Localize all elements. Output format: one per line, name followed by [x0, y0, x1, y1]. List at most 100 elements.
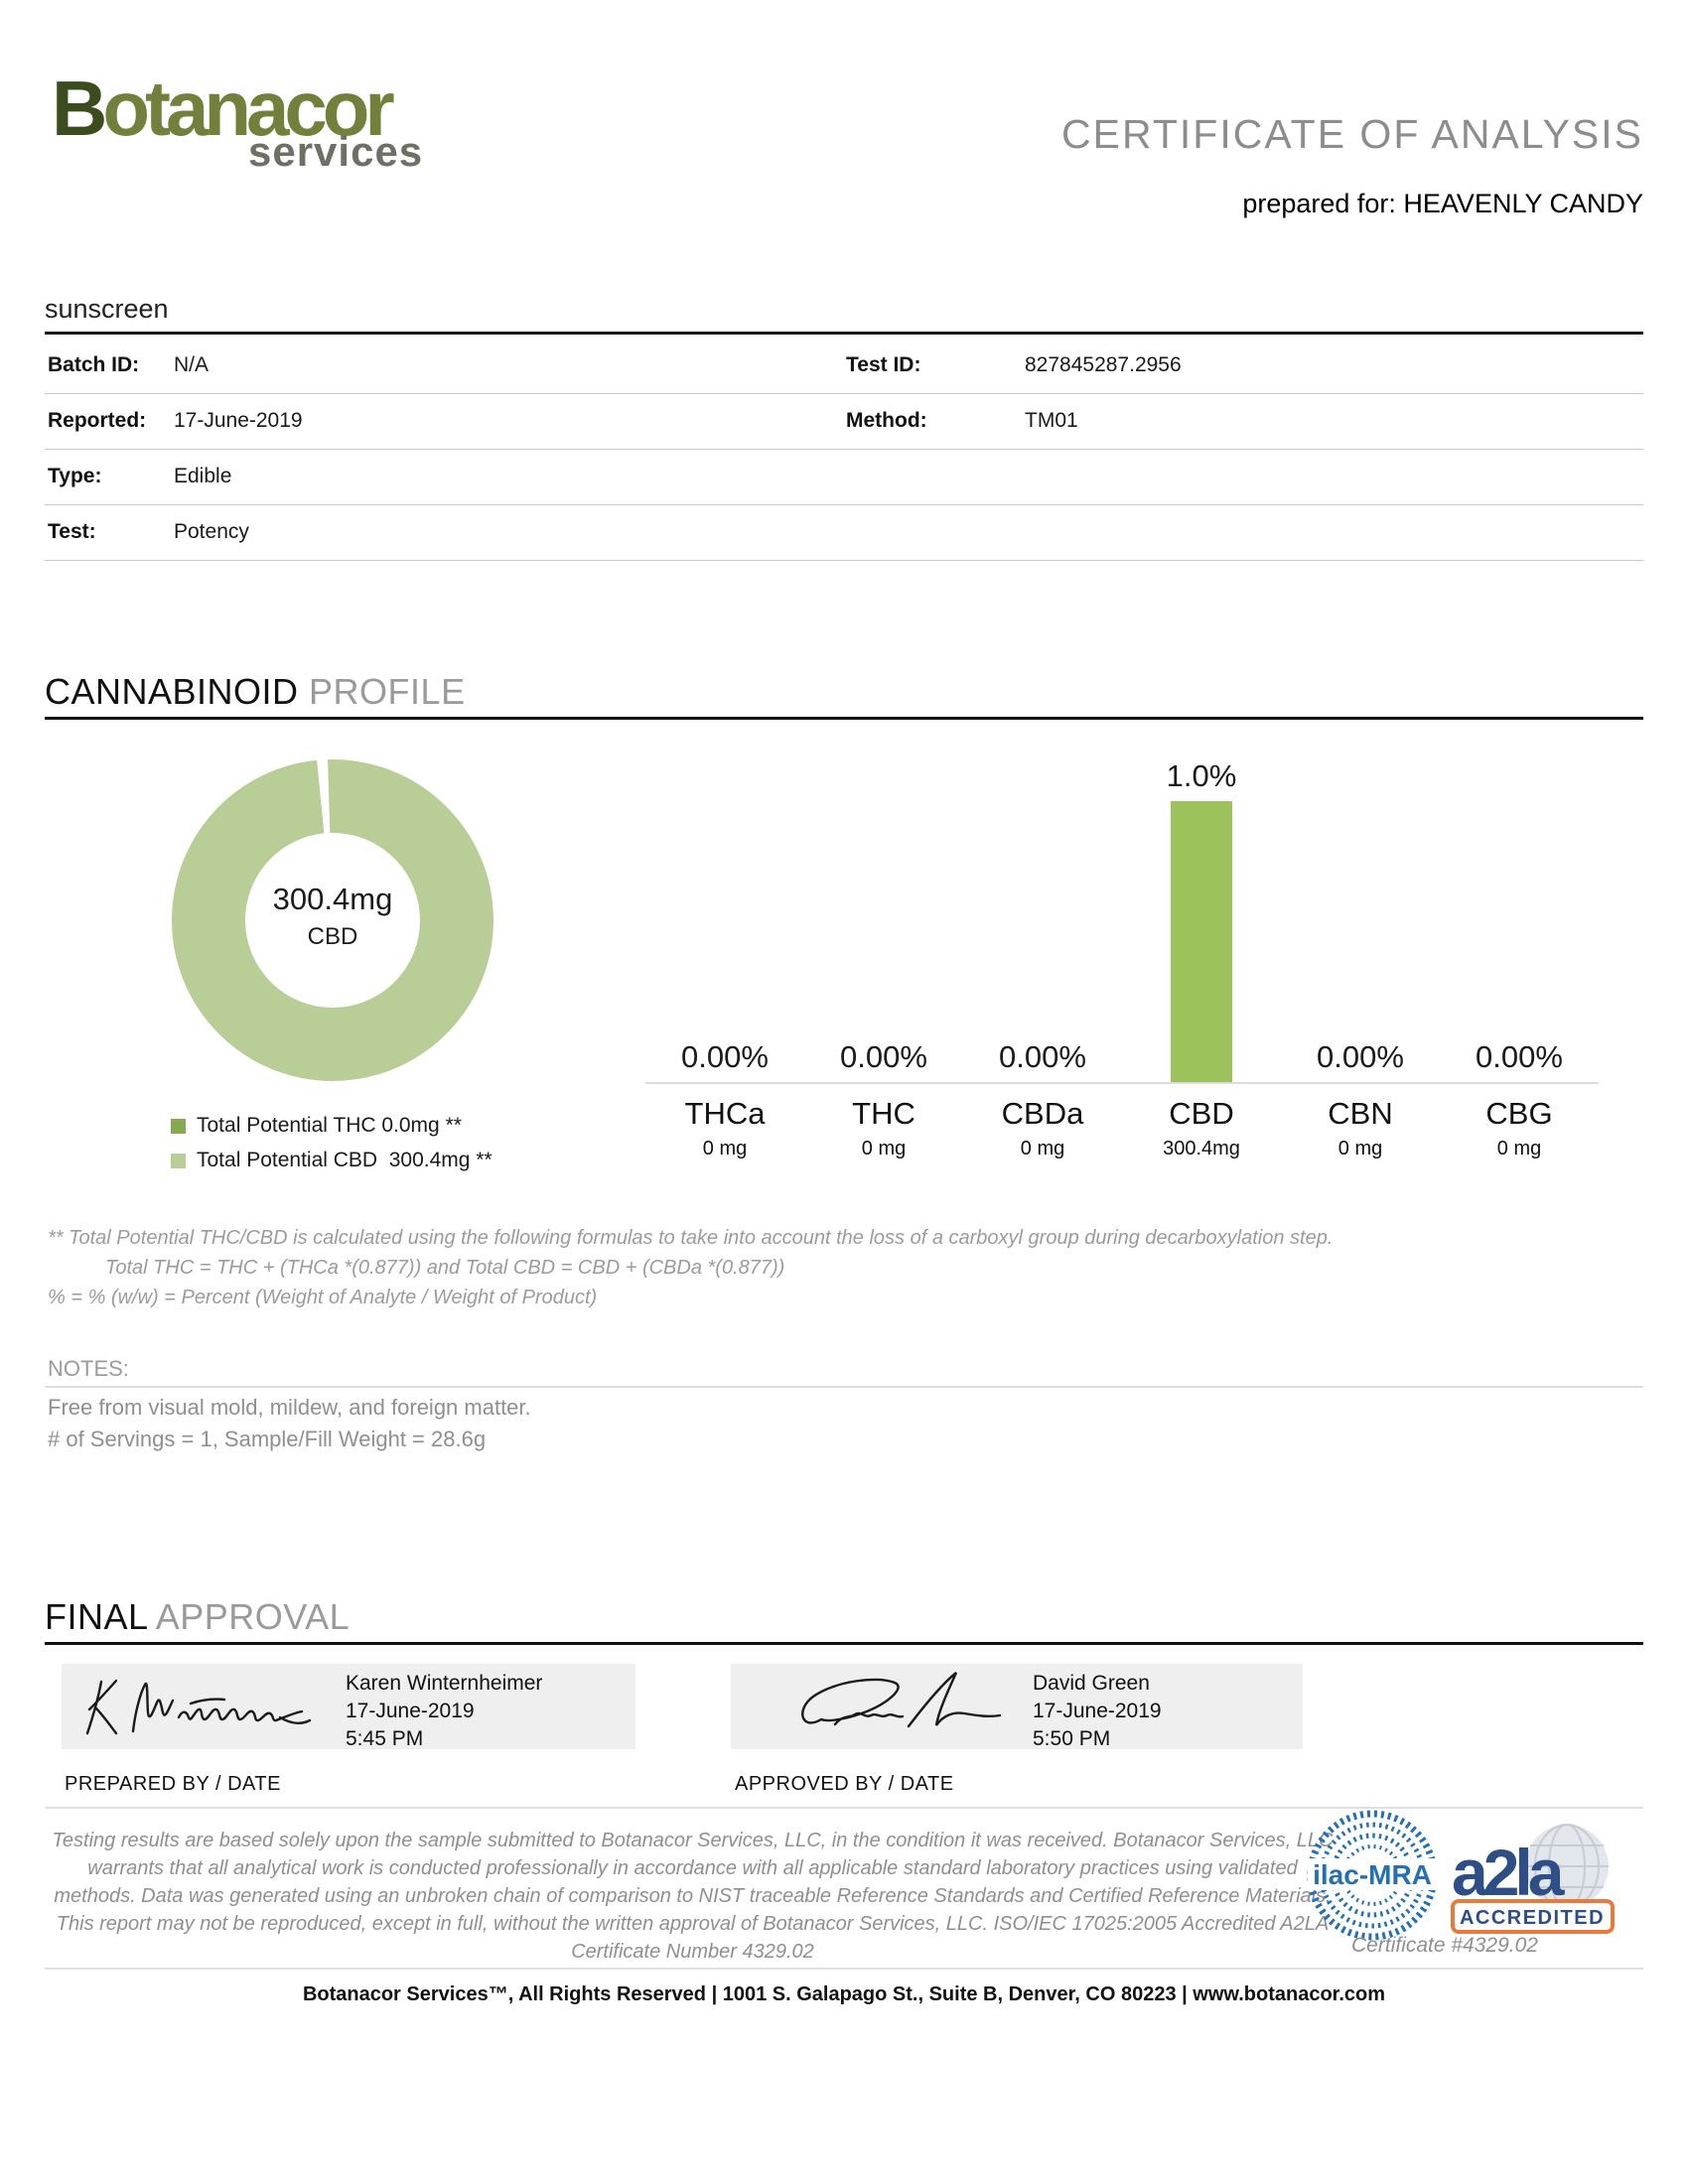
bar-mg-cbn: 0 mg: [1337, 1138, 1383, 1160]
legal-top-divider: [45, 1807, 1643, 1809]
test-id-label: Test ID:: [846, 353, 921, 376]
bar-category-cbg: CBG: [1485, 1096, 1553, 1131]
cannabinoid-bar-chart: 0.00% 0.00% 0.00% 1.0% 0.00% 0.00% THCa THC CBD…: [645, 752, 1599, 1160]
document-title: CERTIFICATE OF ANALYSIS: [1061, 111, 1643, 157]
batch-id-label: Batch ID:: [48, 353, 140, 376]
notes-title: NOTES:: [48, 1356, 129, 1381]
legend-label: Total Potential THC 0.0mg **: [197, 1114, 462, 1137]
bar-value-label: 0.00%: [999, 1039, 1086, 1074]
ilac-mra-text: ilac-MRA: [1313, 1859, 1432, 1890]
heading-approval: APPROVAL: [155, 1596, 351, 1637]
reported-value: 17-June-2019: [174, 409, 303, 432]
a2la-wordmark: a2la: [1452, 1836, 1566, 1909]
footnote-line3: % = % (w/w) = Percent (Weight of Analyte…: [48, 1287, 598, 1308]
prepared-name: Karen Winternheimer: [346, 1672, 543, 1695]
legend-row: Total Potential THC 0.0mg **: [171, 1114, 492, 1138]
bar-category-cbd: CBD: [1169, 1096, 1234, 1131]
bar-value-label: 1.0%: [1166, 758, 1237, 793]
bar-mg-cbda: 0 mg: [1020, 1138, 1065, 1160]
bar-column-cbg: 0.00%: [1440, 752, 1599, 1082]
a2la-accredited-logo: a2la ACCREDITED: [1451, 1824, 1615, 1934]
test-id-value: 827845287.2956: [1025, 353, 1182, 376]
approved-date: 17-June-2019: [1033, 1700, 1162, 1722]
sample-name: sunscreen: [45, 294, 1643, 335]
footnote-line1: ** Total Potential THC/CBD is calculated…: [48, 1227, 1334, 1249]
logo-rest: otanacor: [102, 65, 394, 152]
certificate-number: Certificate #4329.02: [1351, 1934, 1538, 1957]
approved-name: David Green: [1033, 1672, 1150, 1695]
calculation-footnote: ** Total Potential THC/CBD is calculated…: [48, 1223, 1597, 1312]
footer-divider: [45, 1968, 1643, 1970]
method-label: Method:: [846, 409, 927, 432]
bar-category-thca: THCa: [684, 1096, 766, 1131]
legal-disclaimer: Testing results are based solely upon th…: [52, 1830, 1334, 1963]
prepared-time: 5:45 PM: [346, 1727, 424, 1750]
bar-column-thca: 0.00%: [645, 752, 804, 1082]
donut-ring: [172, 759, 493, 1081]
company-footer: Botanacor Services™, All Rights Reserved…: [302, 1983, 1386, 2005]
donut-center-text: 300.4mg CBD: [169, 882, 496, 951]
prepared-signature: [85, 1679, 312, 1735]
approved-by-caption: APPROVED BY / DATE: [735, 1773, 954, 1795]
accredited-text: ACCREDITED: [1460, 1907, 1605, 1929]
logo-initial: B: [52, 65, 107, 152]
info-row-test: Test: Potency: [45, 504, 1643, 561]
prepared-date: 17-June-2019: [346, 1700, 475, 1722]
legend-label: Total Potential CBD 300.4mg **: [197, 1149, 492, 1171]
notes-line1: Free from visual mold, mildew, and forei…: [48, 1395, 531, 1420]
bar-column-cbd: 1.0%: [1122, 752, 1281, 1082]
donut-center-label: CBD: [307, 923, 358, 950]
ilac-text-band: [1308, 1858, 1438, 1890]
bar-column-cbn: 0.00%: [1281, 752, 1440, 1082]
heading-final: FINAL: [45, 1596, 148, 1637]
bar-category-cbn: CBN: [1328, 1096, 1393, 1131]
bar-mg-thc: 0 mg: [861, 1138, 907, 1160]
info-row-reported-method: Reported: 17-June-2019 Method: TM01: [45, 393, 1643, 450]
bar-mg-cbd: 300.4mg: [1163, 1138, 1240, 1160]
legend-swatch-icon: [171, 1153, 186, 1168]
bar-category-labels: THCa THC CBDa CBD CBN CBG: [645, 1084, 1599, 1132]
type-value: Edible: [174, 465, 232, 487]
info-row-type: Type: Edible: [45, 449, 1643, 505]
type-label: Type:: [48, 465, 102, 487]
prepared-signature-block: Karen Winternheimer 17-June-2019 5:45 PM: [62, 1664, 635, 1750]
bar-mg-labels: 0 mg 0 mg 0 mg 300.4mg 0 mg 0 mg: [645, 1132, 1599, 1160]
approved-signature: [801, 1672, 1002, 1728]
final-approval-heading: FINAL APPROVAL: [45, 1596, 1643, 1645]
reported-label: Reported:: [48, 409, 147, 432]
bar-rect: [1171, 801, 1232, 1082]
prepared-for-text: prepared for: HEAVENLY CANDY: [1242, 189, 1643, 218]
bar-mg-thca: 0 mg: [702, 1138, 748, 1160]
cannabinoid-profile-heading: CANNABINOID PROFILE: [45, 671, 1643, 720]
legend-row: Total Potential CBD 300.4mg **: [171, 1149, 492, 1172]
prepared-signature-text: Karen Winternheimer 17-June-2019 5:45 PM: [346, 1670, 542, 1753]
bar-column-thc: 0.00%: [804, 752, 963, 1082]
ilac-mra-logo: ilac-MRA: [1307, 1810, 1438, 1941]
donut-legend: Total Potential THC 0.0mg ** Total Potent…: [171, 1114, 492, 1183]
prepared-by-caption: PREPARED BY / DATE: [65, 1773, 281, 1795]
test-label: Test:: [48, 520, 96, 543]
bar-plot-area: 0.00% 0.00% 0.00% 1.0% 0.00% 0.00%: [645, 752, 1599, 1084]
bar-category-thc: THC: [852, 1096, 915, 1131]
method-value: TM01: [1025, 409, 1078, 432]
test-value: Potency: [174, 520, 249, 543]
bar-value-label: 0.00%: [1476, 1039, 1563, 1074]
notes-line2: # of Servings = 1, Sample/Fill Weight = …: [48, 1427, 487, 1451]
accredited-box: [1451, 1899, 1615, 1934]
bar-mg-cbg: 0 mg: [1496, 1138, 1542, 1160]
legend-swatch-icon: [171, 1118, 186, 1134]
botanacor-logo-wordmark: Botanacor: [52, 69, 423, 147]
footnote-line2: Total THC = THC + (THCa *(0.877)) and To…: [105, 1257, 785, 1279]
bar-column-cbda: 0.00%: [963, 752, 1122, 1082]
botanacor-logo: Botanacor services: [52, 69, 423, 173]
bar-value-label: 0.00%: [840, 1039, 927, 1074]
cbd-donut-chart: [172, 759, 493, 1081]
approved-signature-text: David Green 17-June-2019 5:50 PM: [1033, 1670, 1162, 1753]
approved-time: 5:50 PM: [1033, 1727, 1111, 1750]
notes-body: Free from visual mold, mildew, and forei…: [48, 1392, 531, 1455]
heading-cannabinoid: CANNABINOID: [45, 671, 299, 712]
bar-category-cbda: CBDa: [1001, 1096, 1084, 1131]
batch-id-value: N/A: [174, 353, 210, 376]
approved-signature-block: David Green 17-June-2019 5:50 PM: [731, 1664, 1303, 1750]
